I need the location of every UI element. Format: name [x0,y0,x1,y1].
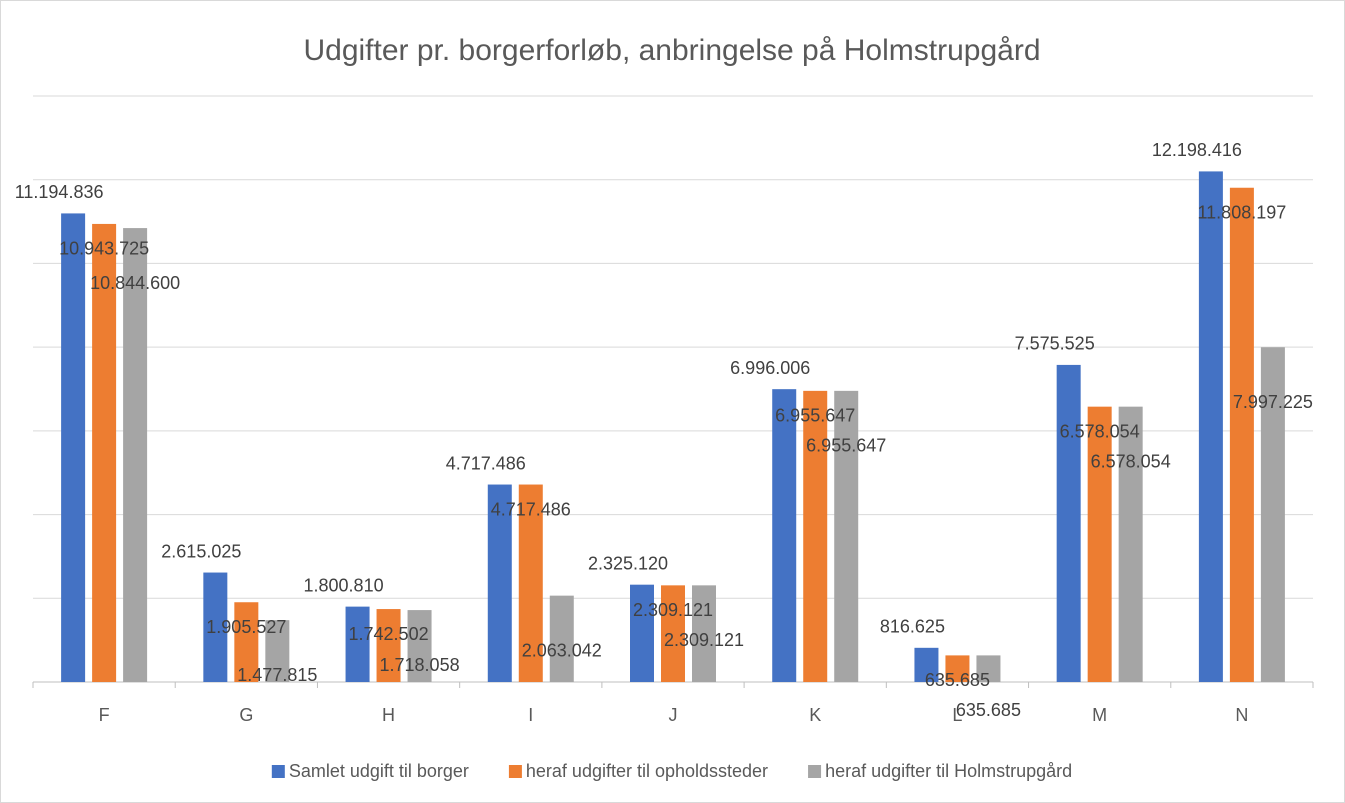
data-label: 10.844.600 [90,273,180,293]
bar [345,606,370,682]
data-label: 2.063.042 [522,640,602,660]
bar [518,484,543,682]
x-tick-label: J [669,705,678,725]
data-label: 4.717.486 [446,453,526,473]
data-label: 1.905.527 [206,617,286,637]
bar [1087,406,1112,682]
x-tick-label: F [99,705,110,725]
x-tick-label: L [952,705,962,725]
bar [914,647,939,682]
bar [834,390,859,682]
x-tick-label: H [382,705,395,725]
bar [1056,364,1081,682]
data-label: 635.685 [925,670,990,690]
bar [549,595,574,682]
data-label: 816.625 [880,617,945,637]
x-tick-label: I [528,705,533,725]
data-label: 6.955.647 [775,406,855,426]
legend-label: Samlet udgift til borger [289,761,469,781]
bar [630,584,654,682]
data-label: 7.997.225 [1233,392,1313,412]
legend-swatch [271,765,285,778]
legend-label: heraf udgifter til Holmstrupgård [825,761,1072,781]
bar [487,484,512,682]
data-label: 1.800.810 [304,575,384,595]
data-label: 7.575.525 [1015,334,1095,354]
bar [661,585,685,682]
bar [803,390,828,682]
bar [92,223,117,682]
chart-title: Udgifter pr. borgerforløb, anbringelse p… [303,34,1040,67]
data-label: 4.717.486 [491,499,571,519]
bar [265,620,290,682]
data-label: 2.325.120 [588,553,668,573]
legend-label: heraf udgifter til opholdssteder [526,761,768,781]
data-label: 6.955.647 [806,436,886,456]
bar [1198,171,1223,682]
bar [1229,187,1254,682]
bar [976,655,1001,682]
data-label: 12.198.416 [1152,140,1242,160]
data-label: 10.943.725 [59,239,149,259]
data-label: 1.742.502 [349,624,429,644]
bar [772,389,797,682]
data-label: 6.578.054 [1060,421,1140,441]
x-tick-label: G [239,705,253,725]
bar [376,609,401,682]
data-label: 635.685 [956,700,1021,720]
data-label: 1.477.815 [237,665,317,685]
data-label: 11.808.197 [1198,202,1287,222]
bar [692,585,716,682]
bar [234,602,259,682]
data-label: 2.615.025 [161,541,241,561]
bar [1118,406,1143,682]
bar [123,228,148,682]
x-tick-label: K [809,705,821,725]
data-label: 2.309.121 [633,600,713,620]
data-label: 1.718.058 [380,655,460,675]
bar [407,610,432,682]
legend-swatch [808,765,822,778]
data-label: 11.194.836 [15,182,104,202]
data-label: 6.578.054 [1091,451,1171,471]
bar [945,655,970,682]
data-label: 6.996.006 [730,358,810,378]
bar [61,213,86,683]
x-tick-label: M [1092,705,1107,725]
bar [1260,347,1285,682]
x-tick-label: N [1235,705,1248,725]
bar [203,572,228,682]
data-label: 2.309.121 [664,630,744,650]
legend-swatch [508,765,522,778]
